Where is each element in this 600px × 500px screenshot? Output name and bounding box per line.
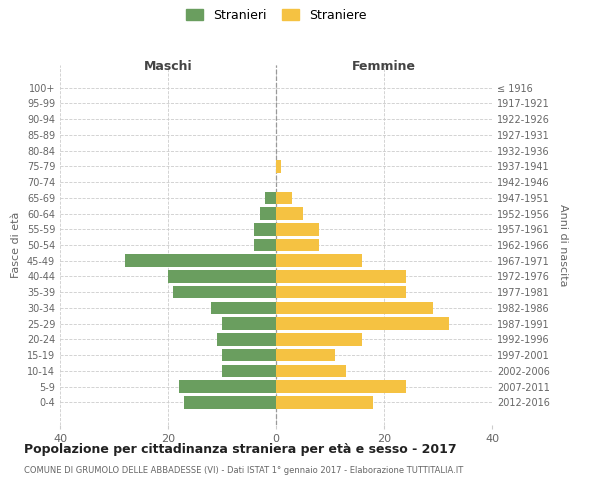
Bar	[222, 349, 276, 362]
Bar	[276, 254, 362, 267]
Bar	[265, 192, 276, 204]
Bar	[276, 318, 449, 330]
Bar	[276, 160, 281, 172]
Bar	[276, 207, 303, 220]
Bar	[276, 302, 433, 314]
Bar	[276, 349, 335, 362]
Bar	[254, 238, 276, 252]
Bar	[179, 380, 276, 393]
Legend: Stranieri, Straniere: Stranieri, Straniere	[185, 8, 367, 22]
Text: Femmine: Femmine	[352, 60, 416, 74]
Bar	[217, 333, 276, 345]
Bar	[276, 192, 292, 204]
Bar	[173, 286, 276, 298]
Y-axis label: Anni di nascita: Anni di nascita	[558, 204, 568, 286]
Bar	[276, 270, 406, 283]
Bar	[260, 207, 276, 220]
Bar	[276, 238, 319, 252]
Bar	[276, 286, 406, 298]
Bar	[184, 396, 276, 408]
Bar	[222, 318, 276, 330]
Bar	[276, 333, 362, 345]
Bar	[254, 223, 276, 235]
Y-axis label: Fasce di età: Fasce di età	[11, 212, 21, 278]
Text: Popolazione per cittadinanza straniera per età e sesso - 2017: Popolazione per cittadinanza straniera p…	[24, 442, 457, 456]
Bar	[276, 396, 373, 408]
Text: Maschi: Maschi	[143, 60, 193, 74]
Bar	[276, 380, 406, 393]
Bar	[276, 223, 319, 235]
Bar	[222, 364, 276, 377]
Bar	[168, 270, 276, 283]
Bar	[125, 254, 276, 267]
Bar	[276, 364, 346, 377]
Bar	[211, 302, 276, 314]
Text: COMUNE DI GRUMOLO DELLE ABBADESSE (VI) - Dati ISTAT 1° gennaio 2017 - Elaborazio: COMUNE DI GRUMOLO DELLE ABBADESSE (VI) -…	[24, 466, 463, 475]
